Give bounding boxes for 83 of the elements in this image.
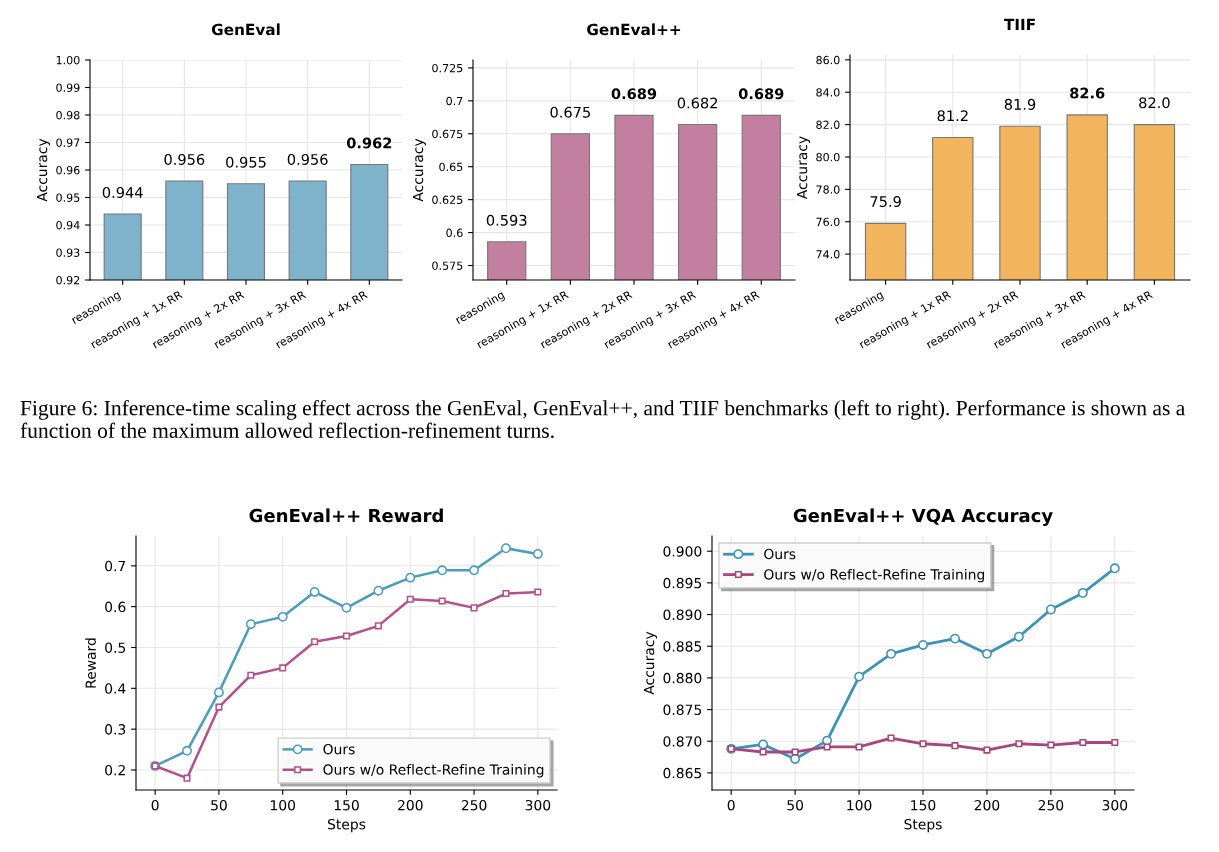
y-tick-label: 0.95 (56, 193, 80, 202)
y-tick-label: 0.98 (56, 110, 80, 120)
x-tick-label: 50 (211, 799, 227, 811)
data-label: 0.593 (486, 214, 527, 226)
chart-title: GenEval++ Reward (249, 508, 443, 523)
data-label: 82.6 (1070, 87, 1105, 99)
y-tick-label: 0.3 (105, 724, 126, 735)
x-tick-label: 300 (1102, 799, 1128, 811)
y-tick-label: 0.5 (105, 642, 126, 653)
y-tick-label: 0.875 (663, 704, 702, 716)
y-tick-label: 0.895 (663, 577, 702, 589)
y-tick-label: 1.00 (56, 55, 80, 65)
y-tick-label: 0.7 (105, 560, 126, 572)
x-tick-label: 250 (461, 799, 487, 811)
data-label: 0.944 (102, 186, 143, 198)
y-tick-label: 0.870 (663, 736, 702, 747)
legend-label: Ours (764, 548, 796, 560)
y-tick-label: 0.900 (663, 546, 702, 557)
y-tick-label: 0.92 (56, 275, 80, 285)
y-tick-label: 0.97 (56, 138, 80, 147)
y-tick-label: 74.0 (816, 250, 840, 259)
y-tick-label: 0.575 (432, 261, 463, 270)
legend-label: Ours (323, 743, 355, 755)
chart-title: GenEval (211, 23, 280, 36)
data-label: 0.956 (164, 153, 205, 165)
y-axis-title: Accuracy (412, 138, 426, 202)
y-tick-label: 0.94 (56, 220, 80, 230)
y-tick-label: 0.4 (105, 683, 126, 694)
x-tick-label: 300 (525, 799, 551, 811)
y-tick-label: 0.65 (439, 162, 463, 172)
y-tick-label: 0.2 (105, 764, 125, 776)
x-tick-label: 50 (787, 799, 804, 811)
x-tick-label: 150 (334, 799, 359, 811)
y-tick-label: 0.885 (663, 641, 702, 652)
y-tick-label: 0.96 (56, 165, 80, 175)
data-label: 75.9 (870, 195, 901, 208)
x-tick-label: 200 (974, 799, 1000, 811)
x-tick-label: 150 (911, 799, 936, 811)
y-tick-label: 76.0 (816, 217, 840, 227)
legend-label: Ours w/o Reflect-Refine Training (764, 568, 985, 583)
x-tick-label: 100 (847, 799, 872, 811)
y-tick-label: 80.0 (816, 152, 840, 162)
y-tick-label: 0.880 (663, 672, 702, 684)
data-label: 81.2 (937, 110, 968, 122)
chart-title: GenEval++ (587, 23, 681, 36)
y-axis-title: Accuracy (36, 138, 50, 202)
x-tick-label: 0 (151, 799, 159, 811)
legend-label: Ours w/o Reflect-Refine Training (323, 764, 544, 778)
y-tick-label: 0.625 (432, 195, 463, 205)
y-tick-label: 0.7 (446, 96, 463, 106)
y-tick-label: 0.6 (446, 228, 463, 237)
chart-title: TIIF (1003, 18, 1035, 30)
y-tick-label: 82.0 (816, 120, 840, 129)
y-axis-title: Reward (85, 638, 96, 688)
y-tick-label: 0.99 (56, 83, 80, 92)
x-axis-title: Steps (904, 818, 942, 833)
caption: Figure 6: Inference-time scaling effect across the GenEval, GenEval++, and TIIF benchmarks (left to right). Performance is shown as a function of the maximum allowed reflection-refinement turns. (20, 400, 1185, 439)
data-label: 0.682 (677, 97, 718, 109)
data-label: 0.956 (287, 153, 328, 165)
data-label: 0.675 (550, 106, 590, 118)
x-tick-label: 100 (270, 799, 296, 811)
y-tick-label: 0.6 (105, 601, 126, 613)
data-label: 0.955 (226, 156, 266, 168)
x-tick-label: 200 (398, 799, 423, 811)
data-label: 0.689 (611, 88, 657, 100)
x-tick-label: 0 (727, 799, 735, 811)
y-tick-label: 84.0 (816, 88, 840, 97)
x-axis-title: Steps (327, 818, 366, 833)
y-tick-label: 0.725 (432, 63, 463, 73)
y-axis-title: Accuracy (643, 631, 657, 695)
y-axis-title: Accuracy (796, 136, 810, 200)
data-label: 0.962 (346, 137, 392, 149)
x-tick-label: 250 (1038, 799, 1064, 811)
data-label: 81.9 (1004, 98, 1036, 110)
data-label: 0.689 (738, 88, 784, 100)
y-tick-label: 86.0 (816, 55, 840, 65)
y-tick-label: 78.0 (816, 185, 840, 194)
chart-title: GenEval++ VQA Accuracy (793, 508, 1053, 527)
y-tick-label: 0.865 (663, 767, 702, 779)
y-tick-label: 0.93 (56, 248, 80, 257)
data-label: 82.0 (1139, 97, 1170, 109)
y-tick-label: 0.890 (663, 609, 702, 621)
y-tick-label: 0.675 (432, 129, 463, 139)
